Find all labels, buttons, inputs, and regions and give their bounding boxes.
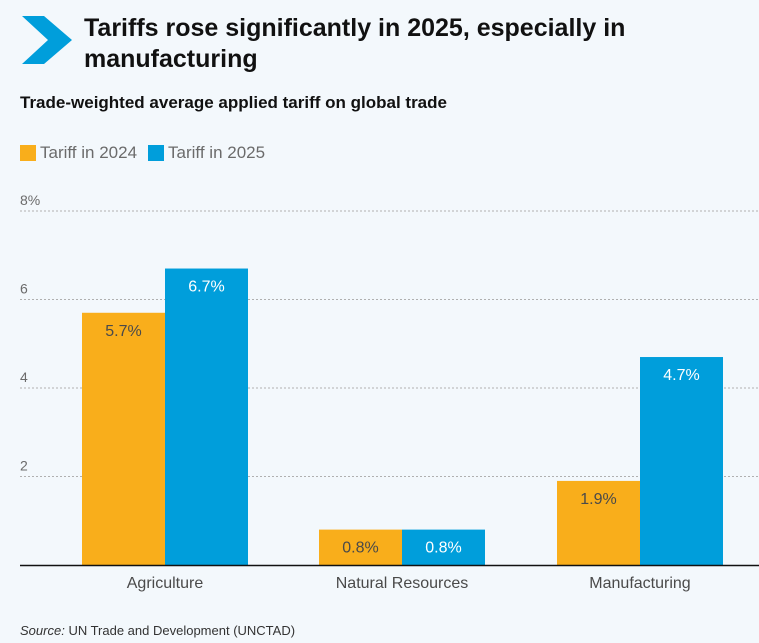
data-label: 1.9% [580,491,616,508]
bar-2024 [82,312,165,565]
y-tick-label: 6 [20,281,28,297]
source-note: Source: UN Trade and Development (UNCTAD… [20,623,295,638]
y-tick-label: 4 [20,369,28,385]
legend-swatch-2025 [148,145,165,161]
chart-subtitle: Trade-weighted average applied tariff on… [20,93,447,112]
y-tick-label: 8% [20,192,40,208]
source-label: Source: [20,623,65,638]
bar-2024 [557,480,640,565]
page-title: Tariffs rose significantly in 2025, espe… [84,14,626,73]
chevron-logo-icon [22,16,72,64]
bar-2024 [319,529,402,565]
legend-item-2024: Tariff in 2024 [20,143,137,163]
x-tick-label: Agriculture [127,575,204,592]
data-label: 0.8% [425,540,461,557]
legend-swatch-2024 [20,145,36,161]
x-tick-label: Manufacturing [589,575,690,592]
bar-2025 [165,268,248,565]
legend: Tariff in 2024 Tariff in 2025 [20,143,276,163]
legend-label-2025: Tariff in 2025 [168,143,266,162]
source-text: UN Trade and Development (UNCTAD) [68,623,296,638]
bar-2025 [402,529,485,565]
legend-label-2024: Tariff in 2024 [40,143,138,162]
data-label: 0.8% [342,540,378,557]
data-label: 6.7% [188,279,224,296]
data-label: 5.7% [105,323,141,340]
legend-item-2025: Tariff in 2025 [148,143,265,163]
bar-2025 [640,357,723,565]
y-tick-label: 2 [20,458,28,474]
x-tick-label: Natural Resources [336,575,469,592]
data-label: 4.7% [663,367,699,384]
